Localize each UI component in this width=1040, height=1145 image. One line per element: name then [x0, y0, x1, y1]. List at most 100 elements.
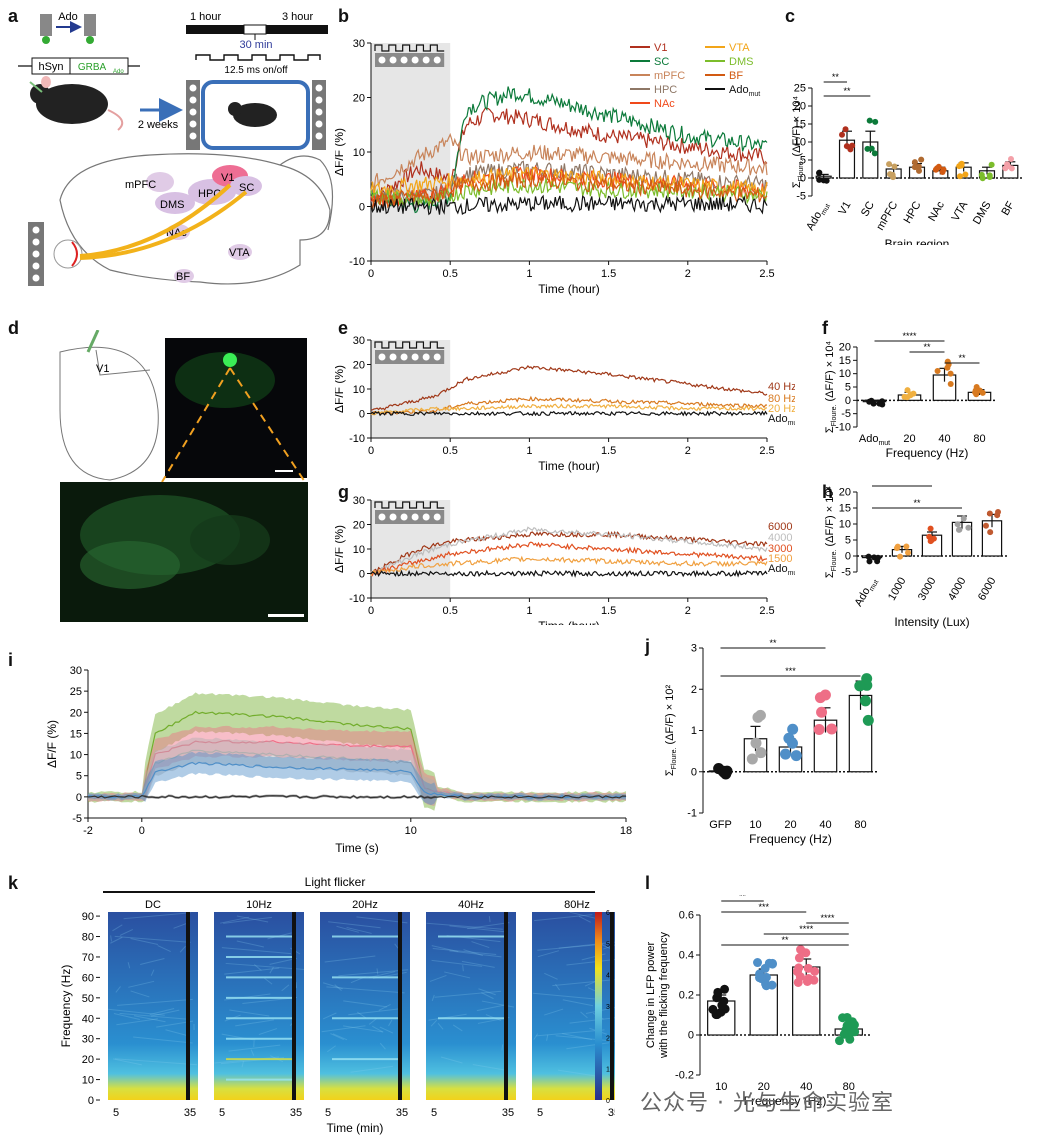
noise-streak: [253, 964, 262, 971]
data-point: [897, 553, 904, 560]
series-line-Ado: [370, 410, 768, 417]
noise-streak: [452, 1024, 463, 1032]
y-tick-label: 80: [82, 932, 94, 944]
noise-streak: [241, 1061, 244, 1068]
category-label: 3000: [916, 576, 939, 603]
y-axis-label: ΣFloure. (ΔF/F) × 10²: [664, 685, 678, 777]
significance-label: **: [781, 935, 789, 945]
data-point: [927, 525, 934, 532]
legend-label: HPC: [654, 84, 677, 96]
x-axis-label: Frequency (Hz): [886, 446, 969, 460]
noise-streak: [350, 1065, 394, 1073]
data-point: [910, 390, 917, 397]
category-label-sub: mut: [878, 440, 890, 447]
y-tick-label: 15: [839, 355, 851, 367]
noise-streak: [281, 984, 290, 992]
noise-streak: [250, 1049, 255, 1056]
x-tick-label: 35: [290, 1107, 302, 1119]
syringe-icon: [86, 330, 100, 353]
data-point: [886, 161, 893, 168]
noise-streak: [536, 1029, 605, 1037]
noise-streak: [336, 925, 359, 933]
noise-streak: [544, 972, 558, 980]
y-tick-label: 20: [70, 707, 82, 719]
series-end-label: 6000: [768, 521, 792, 533]
series-line-BF: [370, 171, 768, 210]
data-point: [866, 558, 873, 565]
category-label: 80: [973, 433, 985, 445]
pulse-train: [374, 44, 445, 52]
data-point: [826, 723, 838, 735]
noise-streak: [476, 1004, 507, 1012]
noise-streak: [113, 1013, 140, 1021]
spectrogram-block-20Hz: [320, 912, 410, 1100]
y-axis-label: ΔF/F (%): [335, 128, 346, 176]
data-point: [713, 987, 723, 997]
noise-streak: [130, 937, 159, 945]
noise-streak: [428, 1013, 467, 1021]
light-led: [378, 513, 386, 521]
spectrogram-block-10Hz: [214, 912, 304, 1100]
legend-label: mPFC: [654, 70, 685, 82]
noise-streak: [431, 959, 483, 967]
data-point: [986, 510, 993, 517]
noise-streak: [462, 965, 464, 972]
light-bar: [375, 53, 445, 67]
data-point: [720, 984, 730, 994]
y-tick-label: 15: [70, 728, 82, 740]
noise-streak: [440, 1056, 463, 1064]
panel-label-e: e: [338, 318, 349, 338]
y-tick-label: 15: [794, 119, 806, 131]
y-tick-label: 0.2: [679, 990, 694, 1002]
noise-streak: [330, 1033, 345, 1041]
colorbar-tick: 1: [606, 1067, 610, 1074]
noise-streak: [117, 998, 193, 1006]
x-axis-label: Time (hour): [538, 459, 600, 473]
noise-streak: [378, 1003, 391, 1011]
data-point: [866, 117, 873, 124]
data-point: [871, 150, 878, 157]
noise-streak: [150, 969, 155, 976]
category-label: 20: [758, 1081, 770, 1093]
noise-streak: [328, 921, 381, 929]
noise-streak: [114, 935, 191, 943]
data-point: [814, 692, 826, 704]
significance-label: ****: [820, 913, 835, 923]
light-led: [422, 353, 430, 361]
data-point: [911, 159, 918, 166]
significance-label: **: [832, 72, 840, 82]
panel-label-k: k: [8, 873, 19, 893]
noise-streak: [133, 1015, 166, 1023]
x-tick-label: 2: [685, 445, 691, 457]
noise-streak: [533, 1033, 539, 1040]
data-point: [973, 391, 980, 398]
series-line-40-Hz: [370, 364, 768, 411]
data-point: [708, 1004, 718, 1014]
noise-streak: [343, 1025, 383, 1033]
category-label: Adomut: [804, 199, 832, 233]
noise-streak: [562, 1033, 593, 1041]
panel-label-l: l: [645, 873, 651, 893]
y-tick-label: -0.2: [675, 1070, 694, 1082]
panel-a-schematic: Ado hSyn GRBA Ado 2 weeks 1 hour 3 hour …: [18, 11, 334, 286]
pulse-train: [374, 341, 445, 349]
category-label: VTA: [950, 199, 971, 223]
noise-streak: [437, 1022, 444, 1030]
noise-streak: [368, 1017, 378, 1025]
significance-label: **: [739, 895, 747, 901]
block-gap: [422, 912, 425, 1100]
data-point: [872, 118, 879, 125]
light-led: [433, 353, 441, 361]
series-line-4000: [370, 526, 768, 576]
significance-label: ***: [758, 902, 769, 912]
noise-streak: [115, 986, 121, 993]
noise-streak: [228, 1044, 281, 1052]
data-point: [850, 1027, 860, 1037]
noise-streak: [449, 950, 502, 958]
x-tick-label: 1: [526, 605, 532, 617]
y-tick-label: -10: [349, 256, 365, 268]
y-tick-label: 10: [794, 137, 806, 149]
x-tick-label: 0.5: [443, 605, 458, 617]
x-axis-label: Brain region: [885, 237, 950, 245]
